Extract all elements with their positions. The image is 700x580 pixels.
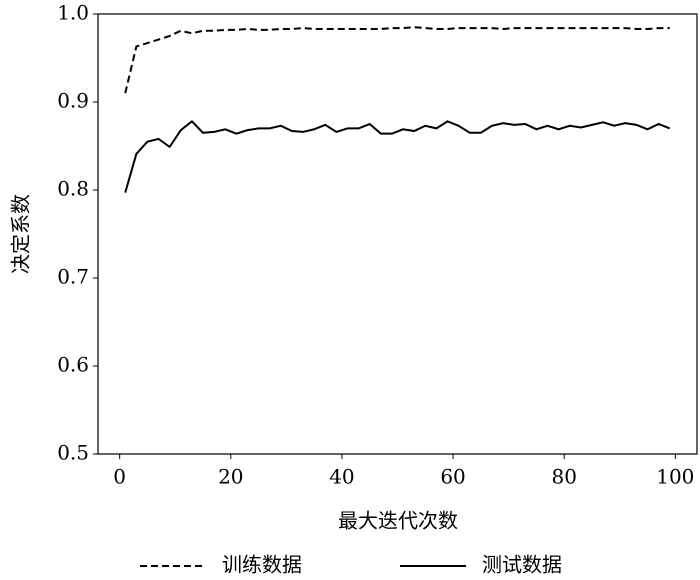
data-line	[124, 26, 670, 94]
data-line	[124, 120, 671, 193]
legend-label: 测试数据	[482, 553, 562, 577]
x-tick-label: 40	[329, 465, 354, 489]
legend-label: 训练数据	[222, 553, 302, 577]
y-tick-label: 0.5	[57, 441, 89, 465]
x-axis-title: 最大迭代次数	[338, 509, 458, 533]
y-tick-label: 0.8	[57, 177, 89, 201]
x-tick-label: 80	[551, 465, 576, 489]
x-tick-label: 20	[218, 465, 243, 489]
y-tick-label: 0.9	[57, 89, 89, 113]
plot-frame	[97, 13, 698, 455]
x-tick-label: 60	[440, 465, 465, 489]
y-tick-label: 0.7	[57, 265, 89, 289]
y-tick-label: 0.6	[57, 353, 89, 377]
y-axis-title: 决定系数	[9, 194, 33, 274]
x-tick-label: 0	[113, 465, 126, 489]
x-tick-label: 100	[656, 465, 694, 489]
y-tick-label: 1.0	[57, 1, 89, 25]
